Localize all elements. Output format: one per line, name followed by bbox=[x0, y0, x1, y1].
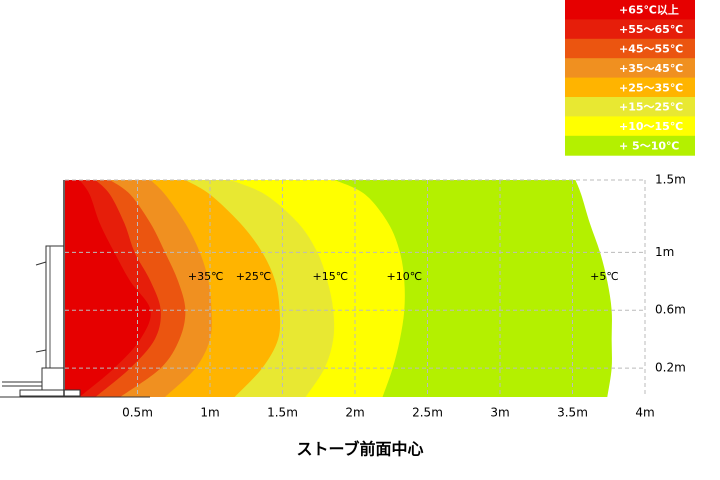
legend-swatch bbox=[565, 19, 695, 40]
stove-base bbox=[41, 367, 65, 391]
annotation: +35℃ bbox=[188, 270, 224, 283]
legend-swatch bbox=[565, 135, 695, 156]
annotation: +5℃ bbox=[590, 270, 619, 283]
legend-swatch bbox=[565, 0, 695, 20]
y-tick-label: 1.5m bbox=[655, 173, 686, 187]
stove-handle bbox=[35, 349, 47, 353]
legend-swatch bbox=[565, 77, 695, 98]
legend: +65℃以上 +55〜65℃ +45〜55℃ +35〜45℃ +25〜35℃ +15〜25… bbox=[565, 0, 695, 156]
legend-swatch bbox=[565, 58, 695, 79]
stove bbox=[0, 180, 150, 398]
stove-body bbox=[45, 245, 65, 381]
regions bbox=[65, 180, 612, 397]
legend-label: +25〜35℃ bbox=[619, 81, 683, 94]
grid bbox=[65, 179, 646, 397]
legend-label: +55〜65℃ bbox=[619, 23, 683, 36]
x-tick-label: 1.5m bbox=[267, 406, 298, 420]
x-tick-label: 2m bbox=[345, 406, 364, 420]
y-tick-label: 1m bbox=[655, 245, 674, 259]
legend-label: +65℃以上 bbox=[619, 3, 679, 17]
legend-swatch bbox=[565, 38, 695, 59]
legend-label: +15〜25℃ bbox=[619, 101, 683, 114]
contour-region bbox=[65, 180, 151, 397]
x-tick-label: 3m bbox=[490, 406, 509, 420]
annotation: +25℃ bbox=[236, 270, 272, 283]
stove-handle bbox=[35, 261, 47, 266]
x-tick-label: 1m bbox=[200, 406, 219, 420]
legend-label: +45〜55℃ bbox=[619, 43, 683, 56]
y-tick-label: 0.6m bbox=[655, 303, 686, 317]
x-tick-label: 3.5m bbox=[557, 406, 588, 420]
annotation: +10℃ bbox=[387, 270, 423, 283]
legend-swatch bbox=[565, 116, 695, 137]
legend-label: +10〜15℃ bbox=[619, 120, 683, 133]
x-tick-label: 2.5m bbox=[412, 406, 443, 420]
x-axis-title: ストーブ前面中心 bbox=[296, 440, 423, 459]
y-tick-label: 0.2m bbox=[655, 361, 686, 375]
stove-plate bbox=[19, 389, 81, 397]
legend-label: +35〜45℃ bbox=[619, 62, 683, 75]
annotation: +15℃ bbox=[313, 270, 349, 283]
legend-label: + 5〜10℃ bbox=[619, 140, 679, 153]
x-tick-label: 0.5m bbox=[122, 406, 153, 420]
x-tick-label: 4m bbox=[635, 406, 654, 420]
legend-swatch bbox=[565, 97, 695, 117]
labels: 0.5m 1m 1.5m 2m 2.5m 3m 3.5m 4m 0.2m 0.6m 1m 1.5m +3… bbox=[122, 173, 686, 420]
